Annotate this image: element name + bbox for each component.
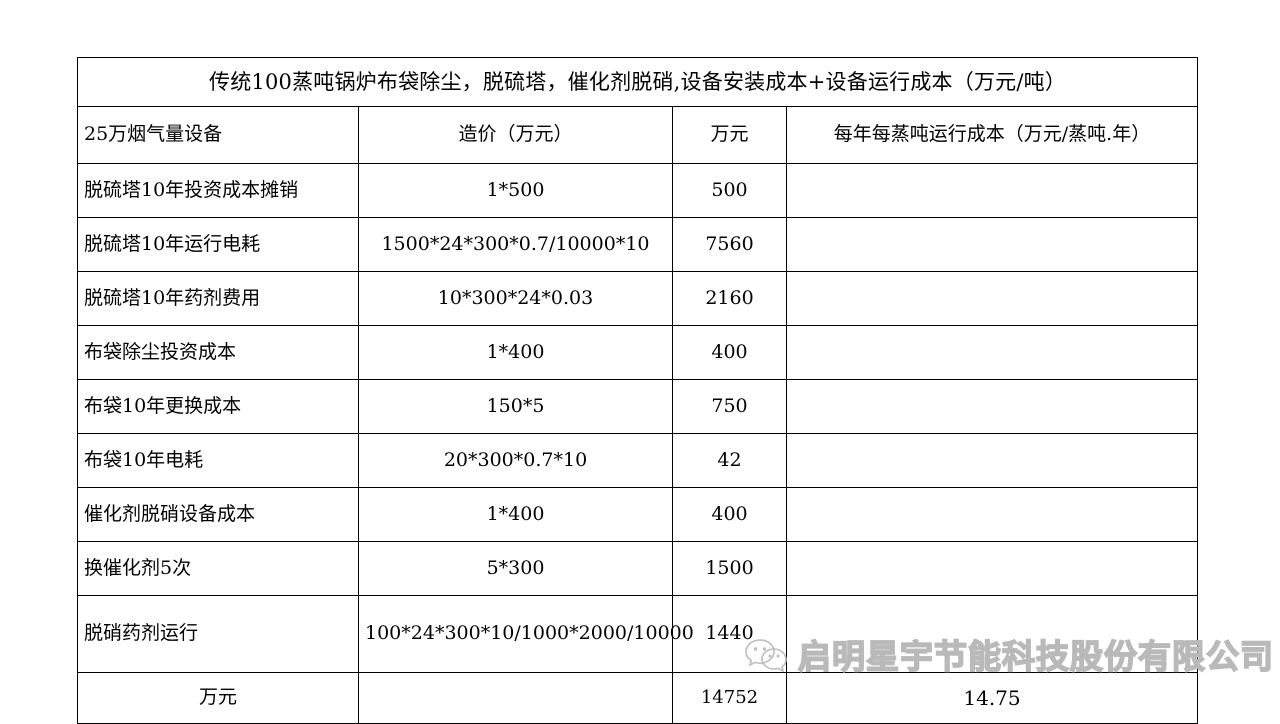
row-formula: 1*400 (358, 325, 673, 380)
row-annual-cost (785, 325, 1199, 380)
total-annual-cost: 14.75 (785, 672, 1199, 724)
row-item-label: 脱硫塔10年投资成本摊销 (77, 163, 359, 218)
table-row: 催化剂脱硝设备成本 1*400 400 (77, 487, 1199, 542)
row-formula: 10*300*24*0.03 (358, 271, 673, 326)
row-item-label: 布袋10年电耗 (77, 433, 359, 488)
cost-comparison-table: 传统100蒸吨锅炉布袋除尘，脱硫塔，催化剂脱硝,设备安装成本+设备运行成本（万元… (76, 57, 1199, 724)
row-formula: 1*500 (358, 163, 673, 218)
table-row: 脱硫塔10年药剂费用 10*300*24*0.03 2160 (77, 271, 1199, 326)
row-item-label: 催化剂脱硝设备成本 (77, 487, 359, 542)
table-row: 布袋10年更换成本 150*5 750 (77, 379, 1199, 434)
row-item-label: 脱硫塔10年药剂费用 (77, 271, 359, 326)
row-annual-cost (785, 541, 1199, 596)
row-item-label: 脱硝药剂运行 (77, 595, 359, 673)
row-amount: 1500 (672, 541, 787, 596)
row-formula: 1*400 (358, 487, 673, 542)
column-header-formula: 造价（万元） (358, 106, 673, 164)
row-item-label: 换催化剂5次 (77, 541, 359, 596)
table-title-row: 传统100蒸吨锅炉布袋除尘，脱硫塔，催化剂脱硝,设备安装成本+设备运行成本（万元… (76, 57, 1199, 107)
row-annual-cost (785, 487, 1199, 542)
column-header-annual-cost: 每年每蒸吨运行成本（万元/蒸吨.年） (785, 106, 1199, 164)
row-amount: 2160 (672, 271, 787, 326)
row-annual-cost (785, 217, 1199, 272)
total-label: 万元 (77, 672, 359, 724)
table-row: 换催化剂5次 5*300 1500 (77, 541, 1199, 596)
row-formula: 1500*24*300*0.7/10000*10 (358, 217, 673, 272)
column-header-wan: 万元 (672, 106, 787, 164)
table-title: 传统100蒸吨锅炉布袋除尘，脱硫塔，催化剂脱硝,设备安装成本+设备运行成本（万元… (76, 57, 1199, 107)
table-row: 脱硫塔10年运行电耗 1500*24*300*0.7/10000*10 7560 (77, 217, 1199, 272)
row-annual-cost (785, 379, 1199, 434)
row-amount: 7560 (672, 217, 787, 272)
row-annual-cost (785, 163, 1199, 218)
table-header-row: 25万烟气量设备 造价（万元） 万元 每年每蒸吨运行成本（万元/蒸吨.年） (77, 106, 1199, 164)
total-amount: 14752 (672, 672, 787, 724)
column-header-item: 25万烟气量设备 (77, 106, 359, 164)
row-amount: 42 (672, 433, 787, 488)
total-formula (358, 672, 673, 724)
row-amount: 500 (672, 163, 787, 218)
row-annual-cost (785, 595, 1199, 673)
table-total-row: 万元 14752 14.75 (77, 672, 1199, 724)
row-amount: 400 (672, 325, 787, 380)
table-row: 脱硝药剂运行 100*24*300*10/1000*2000/10000 144… (77, 595, 1199, 673)
row-formula: 150*5 (358, 379, 673, 434)
row-amount: 400 (672, 487, 787, 542)
row-amount: 750 (672, 379, 787, 434)
row-formula: 100*24*300*10/1000*2000/10000 (358, 595, 694, 673)
row-annual-cost (785, 433, 1199, 488)
table-row: 脱硫塔10年投资成本摊销 1*500 500 (77, 163, 1199, 218)
table-row: 布袋除尘投资成本 1*400 400 (77, 325, 1199, 380)
row-formula: 20*300*0.7*10 (358, 433, 673, 488)
row-item-label: 布袋10年更换成本 (77, 379, 359, 434)
row-item-label: 布袋除尘投资成本 (77, 325, 359, 380)
row-item-label: 脱硫塔10年运行电耗 (77, 217, 359, 272)
table-row: 布袋10年电耗 20*300*0.7*10 42 (77, 433, 1199, 488)
row-formula: 5*300 (358, 541, 673, 596)
row-annual-cost (785, 271, 1199, 326)
